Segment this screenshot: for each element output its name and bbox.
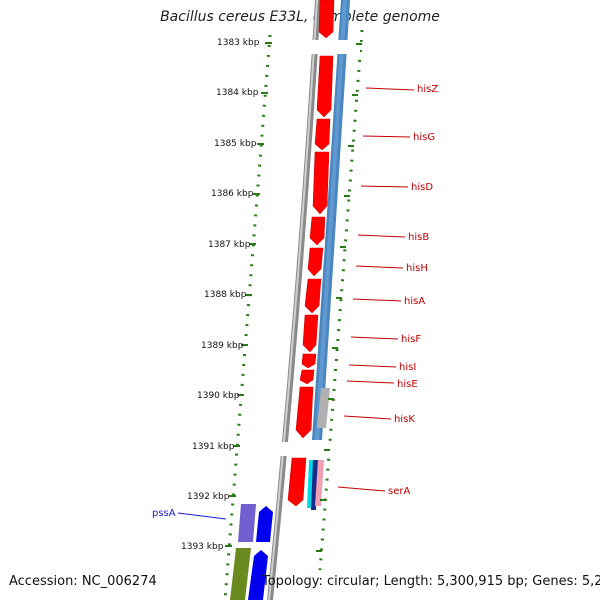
scale-ticks <box>225 42 272 547</box>
tick-label: 1384 kbp <box>216 88 259 98</box>
tick-label: 1385 kbp <box>214 139 257 149</box>
tick-label: 1387 kbp <box>208 240 251 250</box>
pssA-leader-line <box>177 512 227 520</box>
genome-summary: Topology: circular; Length: 5,300,915 bp… <box>262 574 600 589</box>
cds-arrow-hisB <box>309 216 326 246</box>
gene-label-hisK[interactable]: hisK <box>394 414 415 425</box>
gene-label-serA[interactable]: serA <box>388 486 410 497</box>
tick-label: 1390 kbp <box>197 391 240 401</box>
tick-label: 1391 kbp <box>192 442 235 452</box>
outer-dotted-line <box>318 29 364 571</box>
olive-feature <box>230 548 251 600</box>
tick-label: 1383 kbp <box>217 38 260 48</box>
cds-arrow-top <box>318 0 335 39</box>
genome-title: Bacillus cereus E33L, complete genome <box>160 9 440 25</box>
gene-label-hisA[interactable]: hisA <box>404 296 425 307</box>
pssA-purple-feature <box>238 504 256 542</box>
gene-leader-lines <box>337 87 415 492</box>
cds-arrow-hisA <box>304 278 322 314</box>
gene-label-pssA[interactable]: pssA <box>152 508 176 519</box>
blue-feature-band-highlight <box>315 0 347 440</box>
tick-label: 1388 kbp <box>204 290 247 300</box>
gene-label-hisH[interactable]: hisH <box>406 263 428 274</box>
blue-arrow-bottom <box>248 550 268 600</box>
gene-label-hisD[interactable]: hisD <box>411 182 433 193</box>
gap-2 <box>280 442 350 456</box>
outer-ticks <box>316 43 362 552</box>
tick-label: 1392 kbp <box>187 492 230 502</box>
gene-label-hisG[interactable]: hisG <box>413 132 435 143</box>
cds-arrow-hisD <box>312 151 330 215</box>
cds-arrow-hisK <box>295 386 314 439</box>
gene-label-hisB[interactable]: hisB <box>408 232 429 243</box>
gap-1 <box>300 40 360 54</box>
tick-label: 1393 kbp <box>181 542 224 552</box>
cds-arrow-serA <box>287 457 307 507</box>
cds-arrow-hisG <box>314 118 331 151</box>
gene-label-hisI[interactable]: hisI <box>399 362 416 373</box>
accession-label: Accession: NC_006274 <box>9 574 157 589</box>
gene-label-hisZ[interactable]: hisZ <box>417 84 438 95</box>
serA-pink-feature <box>315 460 324 506</box>
gene-label-hisE[interactable]: hisE <box>397 379 418 390</box>
cds-arrow-hisF <box>302 314 319 353</box>
gene-labels: hisZ hisG hisD hisB hisH hisA hisF hisI … <box>152 84 438 519</box>
tick-label: 1386 kbp <box>211 189 254 199</box>
genome-backbone-highlight <box>268 0 318 600</box>
cds-arrow-hisH <box>307 247 324 277</box>
cds-track <box>287 0 335 507</box>
cds-arrow-hisE <box>299 369 315 385</box>
scale-labels: 1383 kbp 1384 kbp 1385 kbp 1386 kbp 1387… <box>181 38 260 552</box>
gene-label-hisF[interactable]: hisF <box>401 334 421 345</box>
cds-arrow-hisI <box>301 353 317 369</box>
tick-label: 1389 kbp <box>201 341 244 351</box>
pssA-blue-arrow <box>256 506 273 542</box>
grey-feature-block <box>317 388 330 428</box>
cds-arrow-hisZ <box>316 55 334 118</box>
